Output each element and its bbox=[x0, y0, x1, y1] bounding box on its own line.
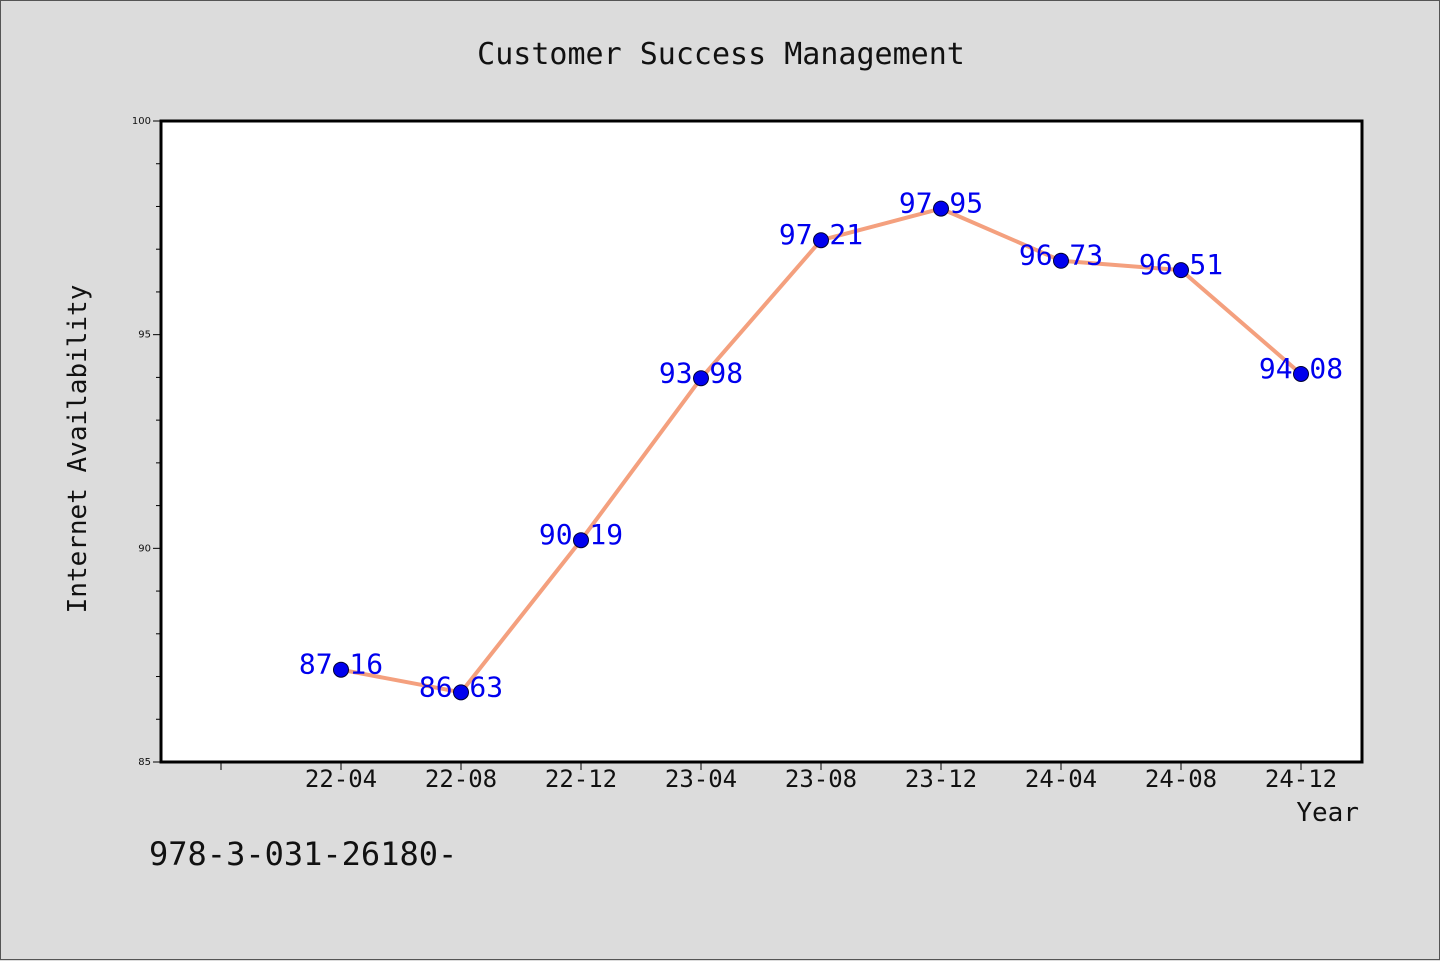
data-label: 94.08 bbox=[1259, 352, 1343, 385]
series-line-group: 87.16 86.63 90.19 93.98 97.21 97.95 96.73 96.51… bbox=[299, 187, 1343, 704]
data-point bbox=[693, 370, 709, 387]
x-tick-label: 24-04 bbox=[1025, 765, 1097, 793]
y-tick-label: 90 bbox=[138, 543, 151, 554]
plot-area bbox=[159, 119, 1364, 764]
x-axis: 22-04 22-08 22-12 23-04 23-08 23-12 24-04 24-08… bbox=[220, 762, 1337, 793]
data-point bbox=[933, 200, 949, 217]
x-tick-label: 23-12 bbox=[905, 765, 977, 793]
x-tick-label: 23-04 bbox=[665, 765, 737, 793]
data-label: 97.21 bbox=[779, 218, 863, 251]
data-label: 96.51 bbox=[1139, 248, 1223, 281]
data-point bbox=[573, 532, 589, 549]
data-label: 93.98 bbox=[659, 356, 743, 389]
data-label: 86.63 bbox=[419, 670, 503, 703]
x-tick-label: 24-08 bbox=[1145, 765, 1217, 793]
data-point bbox=[453, 684, 469, 701]
data-point bbox=[333, 661, 349, 678]
y-tick-label: 95 bbox=[138, 330, 151, 341]
x-tick-label: 24-12 bbox=[1265, 765, 1337, 793]
x-tick-label: 23-08 bbox=[785, 765, 857, 793]
data-point bbox=[1173, 262, 1189, 279]
y-tick-label: 85 bbox=[138, 757, 151, 768]
x-tick-label: 22-08 bbox=[425, 765, 497, 793]
footnote-isbn: 978-3-031-26180- bbox=[149, 835, 457, 873]
chart-title: Customer Success Management bbox=[477, 37, 965, 72]
y-tick-label: 100 bbox=[132, 116, 151, 127]
data-point bbox=[1293, 365, 1309, 382]
data-label: 97.95 bbox=[899, 187, 983, 220]
y-axis-label: Internet Availability bbox=[63, 285, 93, 614]
x-tick-label: 22-04 bbox=[305, 765, 377, 793]
y-axis: 85 90 95 100 bbox=[132, 116, 161, 768]
data-label: 96.73 bbox=[1019, 239, 1103, 272]
data-label: 87.16 bbox=[299, 648, 383, 681]
x-tick-label: 22-12 bbox=[545, 765, 617, 793]
data-label: 90.19 bbox=[539, 518, 623, 551]
data-point bbox=[813, 232, 829, 249]
data-point bbox=[1053, 252, 1069, 269]
x-axis-label: Year bbox=[1296, 798, 1359, 828]
